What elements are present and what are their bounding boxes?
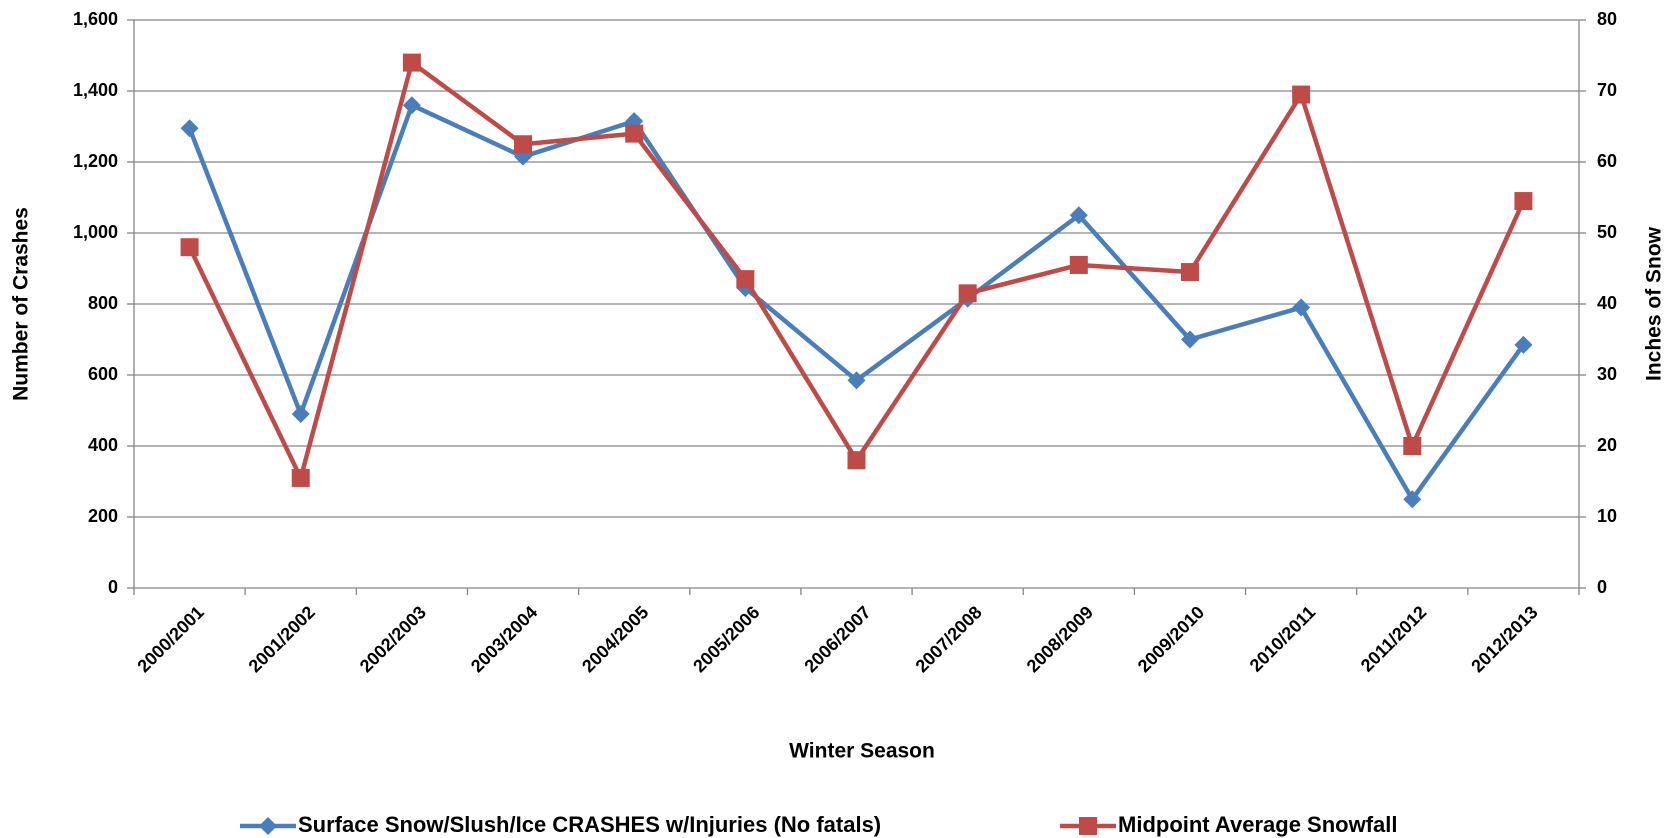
x-tick-label: 2007/2008 <box>912 602 986 676</box>
y-tick-label: 200 <box>88 506 118 526</box>
y-tick-label: 0 <box>108 577 118 597</box>
y-tick-label: 400 <box>88 435 118 455</box>
legend-item: Surface Snow/Slush/Ice CRASHES w/Injurie… <box>240 812 881 837</box>
data-point <box>1069 255 1088 274</box>
y-tick-label: 600 <box>88 364 118 384</box>
y2-tick-label: 10 <box>1597 506 1617 526</box>
y2-tick-label: 70 <box>1597 80 1617 100</box>
data-point <box>847 371 866 390</box>
data-point <box>1180 263 1199 282</box>
y2-tick-label: 50 <box>1597 222 1617 242</box>
y2-axis-title: Inches of Snow <box>1643 226 1666 381</box>
data-point <box>514 135 533 154</box>
x-tick-label: 2003/2004 <box>467 602 541 676</box>
y2-tick-label: 80 <box>1597 9 1617 29</box>
legend-marker <box>259 817 277 835</box>
y2-tick-label: 60 <box>1597 151 1617 171</box>
data-point <box>1514 192 1533 211</box>
legend-item: Midpoint Average Snowfall <box>1060 812 1398 837</box>
x-tick-label: 2005/2006 <box>689 602 763 676</box>
data-point <box>291 468 310 487</box>
data-point <box>736 270 755 289</box>
y-tick-label: 1,200 <box>73 151 118 171</box>
y-tick-label: 800 <box>88 293 118 313</box>
x-tick-label: 2009/2010 <box>1134 602 1208 676</box>
data-point <box>180 238 199 257</box>
data-point <box>291 405 310 424</box>
y2-tick-label: 30 <box>1597 364 1617 384</box>
data-point <box>1403 490 1422 509</box>
data-point <box>1069 206 1088 225</box>
data-point <box>958 284 977 303</box>
x-tick-label: 2002/2003 <box>356 602 430 676</box>
data-point <box>402 96 421 115</box>
x-tick-label: 2004/2005 <box>578 602 652 676</box>
x-tick-label: 2012/2013 <box>1467 602 1541 676</box>
legend-marker <box>1079 817 1097 835</box>
x-tick-label: 2008/2009 <box>1023 602 1097 676</box>
x-axis-title: Winter Season <box>789 740 935 763</box>
y-tick-label: 1,000 <box>73 222 118 242</box>
data-point <box>1292 85 1311 104</box>
y2-tick-label: 0 <box>1597 577 1607 597</box>
y-tick-label: 1,400 <box>73 80 118 100</box>
x-tick-label: 2001/2002 <box>245 602 319 676</box>
y-axis-title: Number of Crashes <box>10 207 33 401</box>
legend-label: Midpoint Average Snowfall <box>1118 812 1398 837</box>
x-tick-label: 2011/2012 <box>1357 602 1431 676</box>
x-tick-label: 2010/2011 <box>1246 602 1320 676</box>
x-tick-label: 2006/2007 <box>800 602 874 676</box>
data-point <box>402 53 421 72</box>
data-point <box>180 119 199 138</box>
x-tick-label: 2000/2001 <box>133 602 207 676</box>
data-point <box>847 451 866 470</box>
series-line <box>187 60 1526 481</box>
data-point <box>1180 330 1199 349</box>
legend-label: Surface Snow/Slush/Ice CRASHES w/Injurie… <box>298 812 881 837</box>
y-tick-label: 1,600 <box>73 9 118 29</box>
y2-tick-label: 40 <box>1597 293 1617 313</box>
data-point <box>1514 335 1533 354</box>
data-point <box>1292 298 1311 317</box>
y2-tick-label: 20 <box>1597 435 1617 455</box>
data-point <box>1403 437 1422 455</box>
data-point <box>625 124 644 143</box>
